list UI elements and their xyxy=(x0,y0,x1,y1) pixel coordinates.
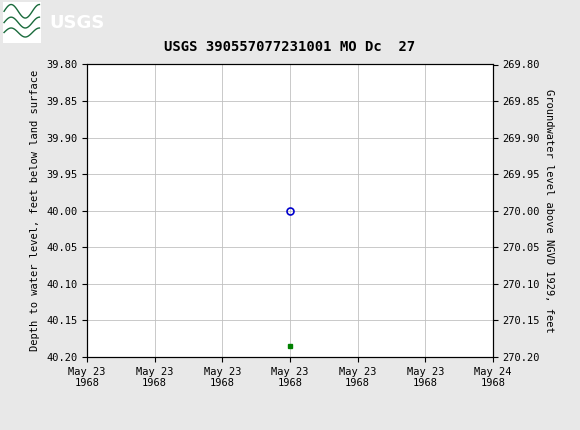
Y-axis label: Groundwater level above NGVD 1929, feet: Groundwater level above NGVD 1929, feet xyxy=(544,89,554,332)
Text: USGS 390557077231001 MO Dc  27: USGS 390557077231001 MO Dc 27 xyxy=(164,40,416,54)
Text: USGS: USGS xyxy=(49,14,104,31)
Bar xyxy=(3,2,41,43)
Y-axis label: Depth to water level, feet below land surface: Depth to water level, feet below land su… xyxy=(31,70,41,351)
